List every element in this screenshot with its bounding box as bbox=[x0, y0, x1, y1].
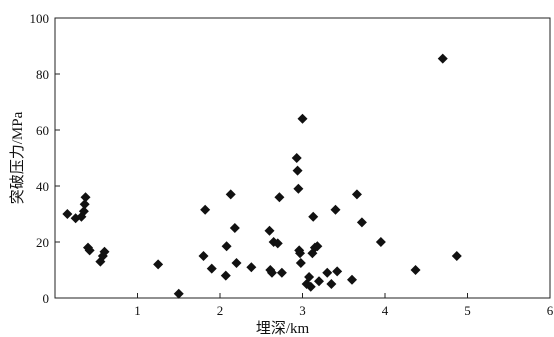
y-tick-label: 60 bbox=[36, 123, 49, 138]
y-tick-label: 20 bbox=[36, 235, 49, 250]
data-point bbox=[246, 262, 257, 273]
y-tick-label: 100 bbox=[30, 11, 50, 26]
y-tick-label: 40 bbox=[36, 179, 49, 194]
data-point bbox=[451, 251, 462, 261]
y-axis-title: 突破压力/MPa bbox=[9, 111, 26, 204]
data-point bbox=[84, 245, 95, 256]
x-axis-title: 埋深/km bbox=[256, 320, 310, 337]
data-point bbox=[351, 189, 362, 200]
data-point bbox=[330, 204, 341, 215]
data-point bbox=[356, 217, 367, 228]
data-markers bbox=[62, 53, 462, 299]
x-tick-label: 4 bbox=[382, 303, 389, 318]
data-point bbox=[293, 183, 304, 194]
data-point bbox=[99, 246, 110, 257]
plot-frame bbox=[54, 17, 551, 299]
data-point bbox=[80, 192, 91, 203]
data-point bbox=[231, 258, 242, 268]
data-point bbox=[297, 113, 308, 124]
data-point bbox=[437, 53, 448, 64]
data-point bbox=[314, 276, 324, 287]
data-point bbox=[200, 204, 211, 215]
data-point bbox=[221, 241, 232, 252]
data-point bbox=[79, 199, 90, 210]
data-point bbox=[266, 267, 277, 278]
data-point bbox=[291, 153, 302, 163]
y-tick-label: 0 bbox=[43, 291, 50, 306]
data-point bbox=[312, 241, 323, 252]
data-point bbox=[62, 209, 73, 219]
data-point bbox=[295, 248, 306, 259]
data-point bbox=[274, 192, 285, 203]
x-tick-label: 3 bbox=[299, 303, 306, 318]
data-point bbox=[295, 258, 306, 268]
data-point bbox=[206, 263, 217, 274]
data-point bbox=[272, 238, 283, 249]
data-point bbox=[326, 279, 337, 289]
data-point bbox=[173, 288, 184, 299]
x-tick-label: 2 bbox=[217, 303, 224, 318]
data-point bbox=[304, 272, 315, 282]
data-point bbox=[220, 270, 231, 281]
data-point bbox=[198, 251, 209, 261]
data-point bbox=[78, 206, 89, 217]
data-point bbox=[410, 265, 421, 275]
y-tick-label: 80 bbox=[36, 67, 49, 82]
data-point bbox=[153, 259, 164, 270]
data-point bbox=[347, 274, 357, 285]
data-point bbox=[229, 223, 240, 233]
data-point bbox=[264, 225, 275, 236]
data-point bbox=[375, 237, 386, 247]
data-point bbox=[322, 267, 333, 278]
x-tick-label: 5 bbox=[464, 303, 471, 318]
data-point bbox=[292, 165, 303, 176]
data-point bbox=[276, 267, 287, 278]
x-tick-label: 1 bbox=[134, 303, 141, 318]
data-point bbox=[308, 211, 319, 222]
axes bbox=[54, 17, 551, 299]
data-point bbox=[305, 281, 316, 292]
data-point bbox=[225, 189, 236, 200]
data-point bbox=[332, 266, 343, 277]
x-tick-label: 6 bbox=[547, 303, 554, 318]
